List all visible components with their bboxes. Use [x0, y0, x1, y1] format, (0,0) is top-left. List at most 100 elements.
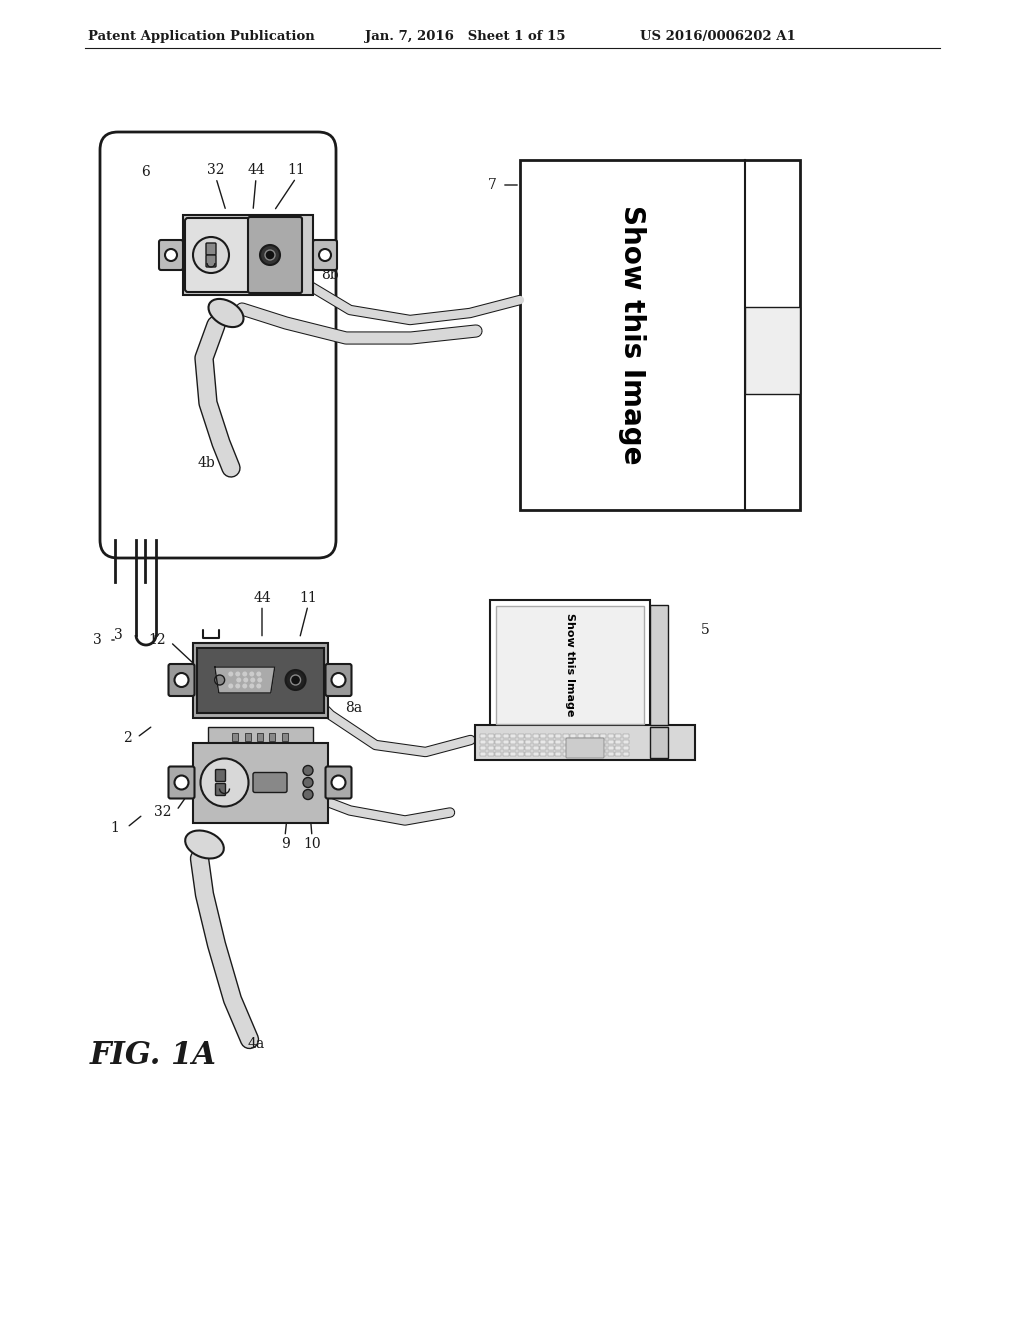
Circle shape — [237, 678, 241, 682]
FancyBboxPatch shape — [169, 664, 195, 696]
Bar — [593, 741, 598, 744]
FancyBboxPatch shape — [159, 240, 183, 271]
Bar — [540, 734, 546, 738]
Bar — [525, 746, 531, 750]
Bar — [510, 741, 516, 744]
Bar — [525, 752, 531, 756]
Circle shape — [303, 789, 313, 800]
Circle shape — [215, 675, 224, 685]
Text: Patent Application Publication: Patent Application Publication — [88, 30, 314, 44]
Bar — [503, 734, 509, 738]
Bar — [487, 734, 494, 738]
Bar — [503, 752, 509, 756]
FancyBboxPatch shape — [248, 216, 302, 293]
Text: FIG. 1A: FIG. 1A — [90, 1040, 217, 1071]
Text: Jan. 7, 2016   Sheet 1 of 15: Jan. 7, 2016 Sheet 1 of 15 — [365, 30, 565, 44]
Text: 1: 1 — [111, 821, 120, 834]
Bar — [585, 734, 591, 738]
Ellipse shape — [209, 298, 244, 327]
Bar — [510, 734, 516, 738]
Bar — [495, 746, 501, 750]
Bar — [585, 752, 591, 756]
Bar — [540, 746, 546, 750]
Bar — [540, 741, 546, 744]
Bar — [593, 734, 598, 738]
Bar — [562, 752, 568, 756]
Circle shape — [258, 678, 261, 682]
Bar — [607, 741, 613, 744]
Bar — [193, 643, 328, 718]
Circle shape — [243, 672, 247, 676]
Bar — [745, 308, 800, 393]
Bar — [496, 606, 644, 723]
Text: 7: 7 — [487, 178, 497, 191]
Circle shape — [303, 766, 313, 776]
Bar — [193, 742, 328, 822]
FancyBboxPatch shape — [206, 255, 216, 267]
Bar — [615, 746, 621, 750]
Circle shape — [193, 238, 229, 273]
Bar — [487, 741, 494, 744]
FancyBboxPatch shape — [326, 664, 351, 696]
Circle shape — [243, 684, 247, 688]
Bar — [495, 741, 501, 744]
Bar — [578, 752, 584, 756]
Bar — [475, 725, 695, 760]
Bar — [562, 746, 568, 750]
Circle shape — [319, 249, 331, 261]
Bar — [480, 746, 486, 750]
Circle shape — [244, 678, 248, 682]
Bar — [480, 734, 486, 738]
Bar — [540, 752, 546, 756]
Bar — [555, 741, 561, 744]
Circle shape — [303, 777, 313, 788]
Circle shape — [286, 671, 305, 690]
Bar — [503, 741, 509, 744]
Bar — [570, 752, 575, 756]
Bar — [615, 734, 621, 738]
Bar — [548, 741, 554, 744]
Text: 44: 44 — [247, 162, 265, 177]
Bar — [510, 752, 516, 756]
Bar — [623, 752, 629, 756]
FancyBboxPatch shape — [185, 218, 253, 292]
Circle shape — [265, 249, 275, 260]
Text: 11: 11 — [287, 162, 305, 177]
Circle shape — [251, 678, 255, 682]
Circle shape — [165, 249, 177, 261]
Bar — [532, 752, 539, 756]
Text: 2: 2 — [123, 730, 131, 744]
Circle shape — [229, 684, 232, 688]
Bar — [623, 734, 629, 738]
Bar — [487, 746, 494, 750]
FancyBboxPatch shape — [215, 784, 225, 796]
Bar — [607, 746, 613, 750]
Bar — [623, 741, 629, 744]
Bar — [548, 752, 554, 756]
Text: 44: 44 — [253, 590, 271, 605]
Bar — [525, 741, 531, 744]
Bar — [600, 752, 606, 756]
Text: 4a: 4a — [248, 1038, 265, 1052]
Text: 6: 6 — [141, 165, 151, 180]
Bar — [593, 746, 598, 750]
Bar — [257, 733, 263, 741]
Text: 8a: 8a — [345, 701, 362, 715]
Bar — [183, 215, 313, 294]
Bar — [607, 752, 613, 756]
Text: 11: 11 — [299, 590, 316, 605]
Bar — [495, 734, 501, 738]
Circle shape — [257, 684, 260, 688]
Text: 4b: 4b — [198, 455, 215, 470]
Circle shape — [332, 776, 345, 789]
Bar — [208, 726, 312, 744]
Bar — [623, 746, 629, 750]
Text: Show this Image: Show this Image — [565, 614, 575, 717]
FancyBboxPatch shape — [215, 770, 225, 781]
Bar — [555, 746, 561, 750]
Bar — [517, 746, 523, 750]
Bar — [650, 605, 668, 725]
Bar — [548, 734, 554, 738]
Circle shape — [201, 759, 249, 807]
Bar — [607, 734, 613, 738]
